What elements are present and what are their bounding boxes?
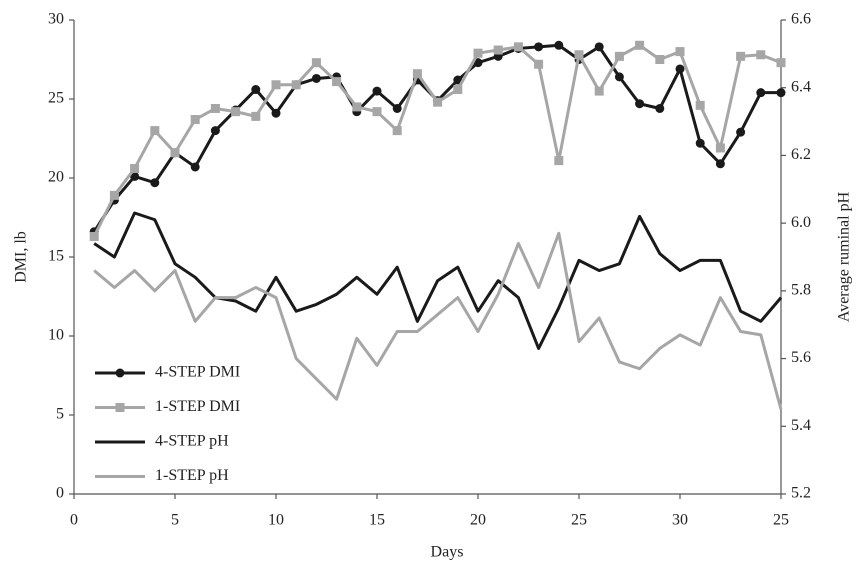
point [311, 58, 321, 68]
y2-tick-label: 5.8 [791, 282, 811, 299]
point [150, 178, 160, 188]
x-tick-label: 30 [672, 512, 688, 529]
series-line [93, 231, 783, 410]
point [453, 85, 463, 95]
point [513, 42, 523, 52]
point [534, 42, 544, 52]
point [493, 45, 503, 55]
point [231, 107, 241, 117]
y-tick-label: 30 [48, 11, 64, 28]
point [554, 156, 564, 166]
point [109, 190, 119, 200]
point [594, 86, 604, 96]
point [635, 99, 645, 109]
x-tick-label: 10 [268, 512, 284, 529]
point [736, 127, 746, 137]
y-tick-label: 25 [48, 90, 64, 107]
series-line [92, 43, 781, 233]
x-tick-label: 0 [70, 512, 78, 529]
point [695, 138, 705, 148]
point [352, 102, 362, 112]
point [473, 48, 483, 58]
point [251, 85, 261, 95]
point [190, 115, 200, 125]
point [433, 97, 443, 107]
point [574, 50, 584, 60]
y2-tick-label: 5.6 [791, 349, 811, 366]
point [170, 148, 180, 158]
point [130, 171, 140, 181]
y2-tick-label: 6.0 [791, 214, 811, 231]
point [271, 108, 281, 118]
point [392, 126, 402, 136]
point [251, 111, 261, 121]
point [190, 162, 200, 172]
point [655, 55, 665, 64]
point [736, 51, 746, 61]
y-tick-label: 10 [48, 327, 64, 344]
point [130, 164, 140, 174]
point [776, 88, 786, 98]
y2-tick-label: 5.2 [791, 485, 811, 502]
point [594, 42, 604, 52]
y2-tick-label: 6.2 [791, 146, 811, 163]
point [372, 86, 382, 96]
point [332, 77, 342, 87]
x-tick-label: 5 [171, 512, 179, 529]
point [756, 50, 766, 60]
y2-tick-label: 6.6 [791, 11, 811, 28]
point [715, 143, 725, 153]
y-tick-label: 15 [48, 248, 64, 265]
point [150, 126, 160, 136]
point [473, 58, 483, 68]
point [675, 64, 685, 74]
point [453, 75, 463, 85]
x-tick-label: 15 [369, 512, 385, 529]
point [210, 103, 220, 113]
point [695, 100, 705, 110]
point [412, 69, 422, 79]
point [554, 40, 564, 50]
point [311, 73, 321, 83]
point [115, 368, 125, 378]
y2-tick-label: 5.4 [791, 417, 811, 434]
x-axis-label: Days [431, 544, 464, 561]
y-tick-label: 5 [56, 406, 64, 423]
point [614, 72, 624, 82]
point [271, 80, 281, 90]
point [115, 403, 125, 412]
point [675, 47, 685, 57]
legend-label: 1-STEP DMI [155, 398, 240, 415]
y2-tick-label: 6.4 [791, 78, 811, 95]
legend-label: 4-STEP pH [155, 433, 229, 450]
series-line [93, 211, 783, 350]
point [756, 88, 766, 98]
point [614, 51, 624, 61]
x-tick-label: 25 [773, 512, 789, 529]
point [392, 103, 402, 113]
point [372, 107, 382, 117]
y-axis-label: DMI, lb [13, 231, 30, 283]
x-tick-label: 20 [470, 512, 486, 529]
point [89, 231, 99, 241]
y-tick-label: 0 [56, 485, 64, 502]
y2-axis-label: Average ruminal pH [836, 191, 853, 322]
legend-label: 1-STEP pH [155, 467, 229, 484]
point [635, 40, 645, 50]
x-tick-label: 25 [571, 512, 587, 529]
point [655, 103, 665, 113]
point [715, 159, 725, 169]
point [210, 126, 220, 136]
point [291, 80, 301, 90]
point [776, 58, 786, 68]
y-tick-label: 20 [48, 169, 64, 186]
legend-label: 4-STEP DMI [155, 364, 240, 381]
point [534, 59, 544, 69]
